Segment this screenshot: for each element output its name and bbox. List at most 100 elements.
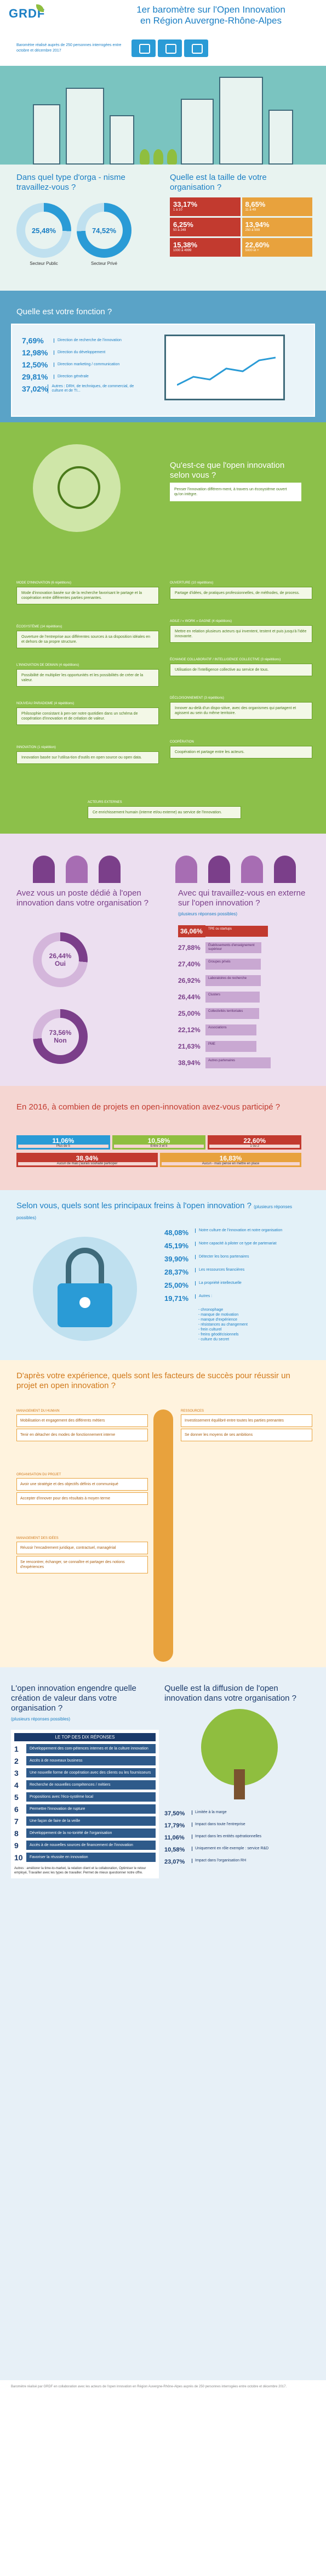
brake-pct: 45,19% <box>164 1242 189 1250</box>
question-definition: Qu'est-ce que l'open innovation selon vo… <box>170 461 285 480</box>
project-pct: 11,06% <box>52 1137 75 1145</box>
external-row: 22,12% Associations <box>178 1023 256 1037</box>
size-label: 250 à 999 <box>245 229 260 232</box>
brake-row: 28,37% Les ressources financières <box>164 1268 312 1281</box>
public-pct: 25,48% <box>25 212 62 249</box>
top-ten-head: LE TOP DES DIX RÉPONSES <box>14 1733 156 1741</box>
org-type-donuts: 25,48% Secteur Public 74,52% Secteur Pri… <box>16 203 131 266</box>
external-bar: PME <box>205 1041 256 1052</box>
top-ten-item: 7 Une façon de faire de la veille <box>14 1816 156 1826</box>
function-label: Autres : DRH, de techniques, de commerci… <box>48 384 142 393</box>
question-diffusion: Quelle est la diffusion de l'open innova… <box>164 1684 296 1703</box>
no-label: Non <box>54 1037 67 1044</box>
size-cell: 8,65% 11 à 49 <box>242 197 312 216</box>
leaf-icon <box>36 4 44 12</box>
definition-card: ÉCOSYSTÈME (14 répétitions) Ouverture de … <box>16 625 159 648</box>
external-pct: 26,92% <box>178 977 201 984</box>
external-row: 26,92% Laboratoires de recherche <box>178 973 261 988</box>
brake-other-item: - chronophage <box>198 1308 224 1312</box>
public-donut: 25,48% <box>16 203 71 258</box>
definition-card-external: ACTEURS EXTERNES Ce enrichissement humai… <box>88 801 241 819</box>
success-item: Investissement équilibré entre toutes le… <box>181 1414 312 1427</box>
section-projects: En 2016, à combien de projets en open-in… <box>0 1086 326 1190</box>
success-card: MANAGEMENT DES IDÉES Réussir l'encadremen… <box>16 1537 148 1575</box>
success-item: Accepter d'innover pour des résultats à … <box>16 1492 148 1505</box>
value-subtitle: (plusieurs réponses possibles) <box>11 1717 71 1722</box>
function-list: 7,69% Direction de recherche de l'innovat… <box>22 335 142 395</box>
brake-other-item: - manque de motivation <box>198 1313 239 1317</box>
cloud-icon <box>158 39 182 57</box>
project-cell: 11,06% Plus de 5 <box>16 1135 110 1150</box>
function-pct: 12,50% <box>22 360 48 369</box>
brake-row: 45,19% Notre capacité à piloter ce type d… <box>164 1242 312 1255</box>
diffusion-label: Impact dans les entités opérationnelles <box>192 1835 261 1839</box>
definition-card: AGILE / « WORK » GAGNE (4 répétitions) Me… <box>170 620 312 643</box>
diffusion-row: 17,79% Impact dans toute l'entreprise <box>164 1822 315 1829</box>
grdf-logo: GRDF <box>9 4 47 29</box>
size-pct: 13,94% <box>245 220 270 229</box>
diffusion-pct: 17,79% <box>164 1822 185 1829</box>
definition-text: Mode d'innovation basée sur de la recher… <box>16 587 159 604</box>
road-illustration <box>153 1409 173 1662</box>
external-pct: 38,94% <box>178 1059 201 1067</box>
study-note: Baromètre réalisé auprès de 250 personne… <box>16 43 122 53</box>
top-ten-rank: 7 <box>14 1816 19 1826</box>
success-item: Tenir en détacher des modes de fonctionn… <box>16 1429 148 1441</box>
page-title: 1er baromètre sur l'Open Innovation en R… <box>101 4 321 26</box>
banner-icons <box>131 39 208 57</box>
top-ten-list: 1 Développement des com-pétences internes… <box>14 1744 156 1862</box>
function-row: 37,02% Autres : DRH, de techniques, de co… <box>22 383 142 395</box>
external-title: Avec qui travaillez-vous en externe sur … <box>178 888 306 908</box>
no-donut: 73,56% Non <box>33 1009 88 1064</box>
city-illustration <box>0 66 326 165</box>
diffusion-pct: 11,06% <box>164 1835 185 1841</box>
private-donut: 74,52% <box>77 203 131 258</box>
top-ten-rank: 2 <box>14 1756 19 1765</box>
project-label: Entre 3 et 5 <box>113 1145 204 1148</box>
size-cell: 22,60% 5000 et + <box>242 238 312 257</box>
size-label: 11 à 49 <box>245 208 256 212</box>
external-bar: Autres partenaires <box>205 1057 271 1068</box>
yes-donut: 26,44% Oui <box>33 932 88 987</box>
function-row: 7,69% Direction de recherche de l'innovat… <box>22 335 142 347</box>
definition-head: OUVERTURE (10 répétitions) <box>170 581 214 585</box>
top-ten-note: Autres : améliorer la time-to-market, la… <box>14 1867 146 1875</box>
project-label: Aucun de mais j'aurais souhaité particip… <box>18 1162 156 1165</box>
diffusion-pct: 23,07% <box>164 1859 185 1865</box>
function-pct: 29,81% <box>22 372 48 381</box>
yes-pct: 26,44% <box>49 952 72 960</box>
external-pct: 22,12% <box>178 1026 201 1034</box>
top-ten-label: Développement des com-pétences internes … <box>26 1744 156 1753</box>
top-ten-label: Permettre l'innovation de rupture <box>26 1804 156 1814</box>
success-item: Mobilisation et engagement des différent… <box>16 1414 148 1427</box>
brake-pct: 19,71% <box>164 1294 189 1303</box>
external-bar: Clusters <box>205 992 260 1003</box>
section-value: L'open innovation engendre quelle créati… <box>0 1667 326 2380</box>
brake-label: La propriété intellectuelle <box>195 1281 242 1286</box>
brake-pct: 25,00% <box>164 1281 189 1289</box>
section-fonction: Quelle est votre fonction ? 7,69% Directi… <box>0 291 326 422</box>
project-cell: 38,94% Aucun de mais j'aurais souhaité pa… <box>16 1153 158 1167</box>
title-line-2: en Région Auvergne-Rhône-Alpes <box>140 15 282 26</box>
definition-text: Mettre en relation plusieurs acteurs qui… <box>170 625 312 643</box>
brake-label: Détecter les bons partenaires <box>195 1255 249 1259</box>
person-icon <box>33 856 55 883</box>
definition-text: Possibilité de multiplier les opportunit… <box>16 669 159 687</box>
function-label: Direction de recherche de l'innovation <box>54 338 122 343</box>
padlock-illustration <box>33 1237 137 1341</box>
function-pct: 12,98% <box>22 348 48 357</box>
size-cell: 13,94% 250 à 999 <box>242 218 312 236</box>
success-item: Avoir une stratégie et des objectifs déf… <box>16 1478 148 1491</box>
brake-other-item: - frein culturel <box>198 1328 222 1332</box>
project-label: Aucun - mais pense en mettre en place <box>162 1162 300 1165</box>
external-row: 27,88% Établissements d'enseignement supé… <box>178 941 261 955</box>
definition-text: Philosophie consistant à pen-ser notre q… <box>16 707 159 725</box>
external-row: 38,94% Autres partenaires <box>178 1056 271 1070</box>
definition-card: OUVERTURE (10 répétitions) Partage d'idée… <box>170 581 312 599</box>
definition-head: COOPÉRATION <box>170 740 194 744</box>
success-head: MANAGEMENT DES IDÉES <box>16 1537 59 1540</box>
external-pct: 27,88% <box>178 944 201 952</box>
definition-head: NOUVEAU PARADIGME (4 répétitions) <box>16 702 75 705</box>
definition-text: Partage d'idées, de pratiques profession… <box>170 587 312 599</box>
external-row: 27,40% Groupes privés <box>178 957 261 971</box>
